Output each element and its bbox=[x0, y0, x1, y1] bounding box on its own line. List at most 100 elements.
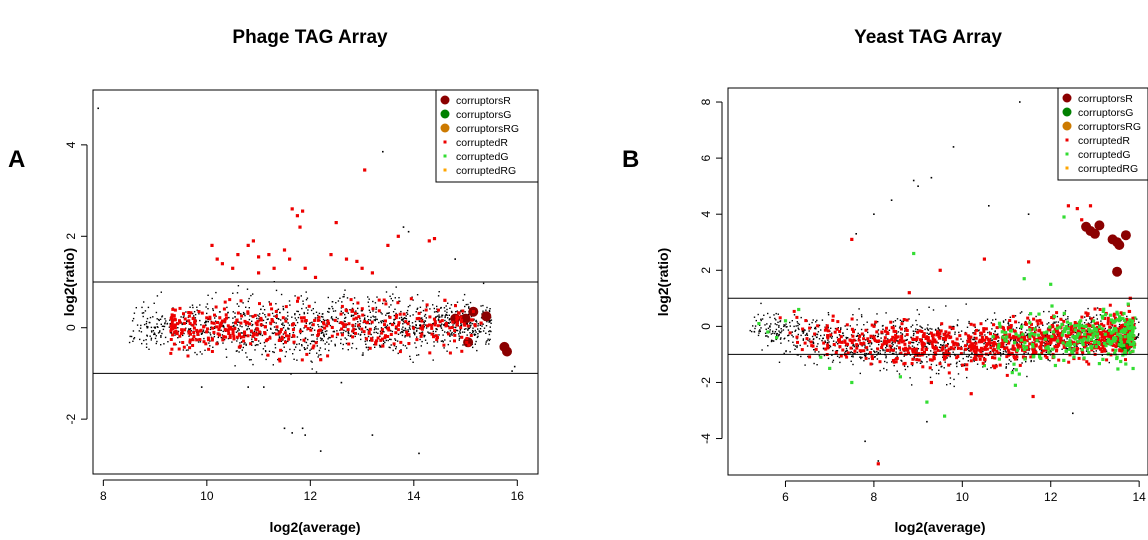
cloud-point bbox=[488, 320, 490, 322]
cloud-point bbox=[423, 336, 425, 338]
point-corruptedR bbox=[377, 309, 381, 313]
point-corruptedR bbox=[980, 332, 984, 336]
point-corruptedR bbox=[242, 335, 246, 339]
point-corruptedR bbox=[841, 348, 845, 352]
cloud-point bbox=[390, 344, 392, 346]
cloud-point bbox=[486, 320, 488, 323]
cloud-point bbox=[409, 336, 411, 338]
cloud-point bbox=[854, 328, 856, 331]
cloud-point bbox=[775, 328, 778, 331]
cloud-point bbox=[331, 301, 334, 303]
point-corruptedR bbox=[845, 323, 849, 327]
point-corruptedR bbox=[833, 330, 837, 334]
point-corruptedR bbox=[420, 319, 424, 323]
point-corruptedR bbox=[948, 325, 952, 329]
cloud-point bbox=[392, 311, 395, 313]
cloud-point bbox=[327, 338, 329, 340]
point-corruptedR bbox=[1046, 342, 1050, 346]
cloud-point bbox=[477, 335, 479, 338]
cloud-point bbox=[384, 326, 386, 329]
point-corruptedR bbox=[1106, 322, 1110, 326]
cloud-point bbox=[813, 338, 815, 340]
point-corruptedR bbox=[886, 332, 890, 335]
cloud-point bbox=[247, 325, 249, 328]
cloud-point bbox=[443, 324, 445, 327]
cloud-point bbox=[960, 330, 963, 332]
point-corruptedR bbox=[920, 341, 924, 345]
point-corruptedR bbox=[1088, 333, 1092, 337]
cloud-point bbox=[362, 352, 364, 354]
point-corruptedR bbox=[1049, 340, 1053, 344]
cloud-point bbox=[1083, 346, 1085, 348]
point-corruptedR bbox=[920, 343, 924, 347]
panel-a-title: Phage TAG Array bbox=[232, 27, 388, 48]
cloud-point bbox=[856, 351, 859, 354]
cloud-point bbox=[1029, 348, 1031, 350]
cloud-point bbox=[214, 320, 217, 322]
point-corruptedR bbox=[236, 253, 240, 257]
cloud-point bbox=[143, 301, 145, 303]
cloud-point bbox=[796, 321, 798, 323]
point-corruptedR bbox=[370, 338, 374, 342]
point-corruptedR bbox=[368, 327, 372, 331]
cloud-point bbox=[793, 314, 796, 316]
point-corruptedR bbox=[875, 330, 879, 334]
cloud-point bbox=[186, 320, 188, 323]
cloud-point bbox=[891, 345, 893, 348]
cloud-point bbox=[470, 324, 472, 327]
point-corruptedR bbox=[859, 342, 863, 345]
cloud-point bbox=[323, 335, 325, 337]
cloud-point bbox=[1027, 352, 1029, 354]
cloud-point bbox=[1071, 347, 1073, 349]
cloud-point bbox=[132, 340, 134, 342]
point-corruptedR bbox=[345, 309, 349, 313]
cloud-point bbox=[1135, 338, 1137, 340]
cloud-point bbox=[1005, 351, 1007, 353]
point-corruptedR bbox=[384, 319, 387, 323]
cloud-point bbox=[258, 315, 260, 318]
cloud-point bbox=[840, 328, 842, 330]
cloud-point bbox=[177, 330, 180, 333]
cloud-point bbox=[815, 321, 817, 323]
cloud-point bbox=[187, 349, 189, 351]
cloud-point bbox=[378, 344, 381, 347]
cloud-point bbox=[413, 331, 415, 333]
cloud-point bbox=[157, 318, 160, 321]
cloud-point bbox=[419, 324, 421, 326]
cloud-point bbox=[415, 330, 418, 332]
cloud-point bbox=[287, 327, 289, 329]
point-corruptedR bbox=[172, 342, 176, 346]
cloud-point bbox=[466, 323, 468, 325]
point-corruptedR bbox=[266, 353, 270, 357]
cloud-point bbox=[364, 340, 366, 343]
cloud-point bbox=[426, 342, 428, 344]
cloud-point bbox=[1138, 333, 1140, 335]
point-corruptedR bbox=[875, 340, 879, 343]
cloud-point bbox=[242, 311, 245, 314]
cloud-point bbox=[254, 328, 256, 331]
point-corruptedR bbox=[284, 340, 287, 344]
cloud-point bbox=[440, 340, 443, 342]
point-corruptedR bbox=[246, 310, 250, 314]
cloud-point bbox=[767, 345, 769, 347]
cloud-point bbox=[413, 332, 415, 334]
outlier-point bbox=[1019, 101, 1021, 103]
point-corruptedR bbox=[1093, 307, 1097, 311]
point-corruptedR bbox=[249, 329, 253, 333]
legend-swatch bbox=[440, 109, 450, 119]
cloud-point bbox=[787, 340, 790, 342]
outlier-point bbox=[371, 434, 374, 436]
cloud-point bbox=[780, 328, 782, 330]
point-corruptedR bbox=[872, 324, 876, 328]
point-corruptedR bbox=[836, 320, 840, 324]
point-corruptedR bbox=[1030, 327, 1034, 331]
cloud-point bbox=[1013, 368, 1015, 370]
point-corruptedR bbox=[969, 359, 973, 363]
point-corruptedR bbox=[173, 317, 177, 321]
cloud-point bbox=[352, 332, 355, 334]
cloud-point bbox=[870, 348, 872, 350]
cloud-point bbox=[898, 327, 901, 329]
cloud-point bbox=[319, 319, 321, 322]
cloud-point bbox=[1026, 334, 1029, 336]
